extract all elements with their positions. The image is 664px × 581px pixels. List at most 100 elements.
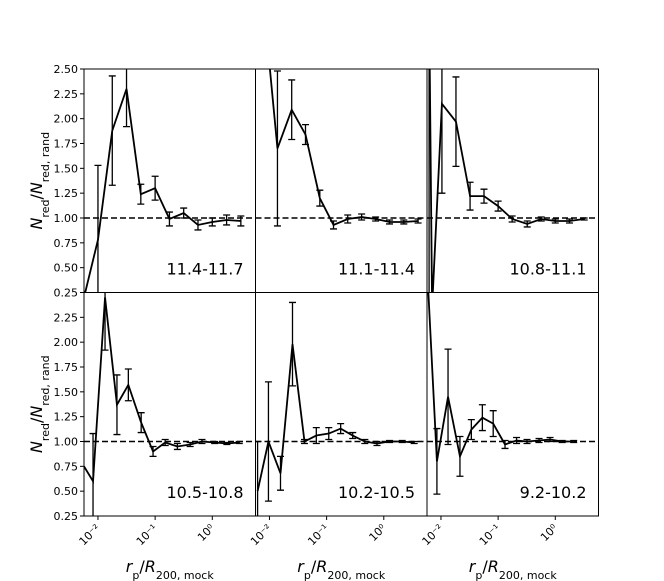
error-bar	[452, 76, 460, 167]
error-bar	[264, 381, 272, 502]
x-tick-label: 10⁻²	[248, 522, 274, 548]
error-bar	[289, 301, 297, 387]
error-bar	[386, 219, 394, 225]
error-bar	[223, 214, 231, 226]
y-tick-label: 1.25	[54, 187, 79, 200]
error-bar	[565, 218, 573, 224]
y-tick-label: 0.50	[54, 485, 79, 498]
error-bar	[223, 441, 231, 446]
axis-label-part: red	[39, 423, 52, 441]
error-bar	[414, 218, 422, 224]
error-bar	[467, 418, 475, 441]
y-tick-label: 1.50	[54, 386, 79, 399]
error-bar	[108, 75, 116, 186]
error-bar	[312, 426, 320, 445]
x-tick-label: 10⁰	[195, 521, 218, 544]
error-bar	[478, 404, 486, 432]
y-tick-label: 2.25	[54, 311, 79, 324]
y-tick-label: 1.00	[54, 436, 79, 449]
plot-area	[427, 69, 599, 293]
error-bar	[400, 219, 408, 225]
y-tick-label: 0.25	[54, 287, 79, 300]
error-bar	[428, 69, 430, 293]
plot-area	[84, 292, 256, 516]
axis-label: rp/R200, mock	[469, 557, 558, 581]
panel-frame	[426, 292, 599, 517]
error-bar	[466, 181, 474, 211]
error-bar	[94, 164, 102, 293]
error-bar	[535, 437, 543, 444]
error-bar	[386, 439, 394, 444]
plot-area	[427, 292, 599, 495]
error-bar	[537, 216, 545, 222]
error-bar	[165, 211, 173, 227]
data-line	[84, 88, 241, 293]
y-tick-label: 1.75	[54, 138, 79, 151]
error-bar	[373, 440, 381, 447]
error-bar	[237, 215, 245, 227]
error-bar	[198, 438, 206, 445]
error-bar	[523, 438, 531, 445]
error-bar	[361, 438, 369, 445]
error-bar	[300, 438, 308, 445]
error-bar	[123, 69, 131, 128]
error-bar	[551, 218, 559, 224]
plot-area	[84, 69, 256, 293]
axis-label-part: /	[139, 557, 145, 576]
error-bar	[186, 441, 194, 448]
error-bar	[255, 440, 262, 516]
error-bar	[372, 216, 380, 222]
axis-label-part: R	[316, 557, 327, 576]
error-bar	[161, 438, 169, 447]
y-tick-label: 2.00	[54, 113, 79, 126]
error-bar	[149, 445, 157, 458]
y-tick-label: 0.75	[54, 237, 79, 250]
axis-label-part: red	[39, 200, 52, 218]
data-line	[427, 292, 574, 462]
error-bar	[180, 207, 188, 219]
y-tick-label: 1.50	[54, 162, 79, 175]
axis-label-part: /	[482, 557, 488, 576]
panel-annotation: 11.1-11.4	[338, 260, 415, 279]
axis-label-part: p	[132, 569, 139, 581]
error-bar	[410, 440, 418, 445]
data-line	[268, 69, 419, 227]
panel-annotation: 9.2-10.2	[520, 483, 587, 502]
data-line	[84, 297, 240, 485]
panel-annotation: 11.4-11.7	[166, 260, 243, 279]
panel-annotation: 10.2-10.5	[338, 483, 415, 502]
axis-label-part: /	[27, 194, 46, 200]
error-bar	[301, 123, 309, 146]
axis-label-part: red, rand	[39, 132, 52, 182]
axis-label-part: N	[27, 218, 46, 230]
axis-label-part: p	[475, 569, 482, 581]
y-tick-label: 0.75	[54, 460, 79, 473]
x-tick-label: 10⁻¹	[134, 522, 160, 548]
error-bar	[113, 374, 121, 436]
error-bar	[344, 214, 352, 224]
axis-label-part: N	[27, 406, 46, 418]
y-tick-label: 0.50	[54, 262, 79, 275]
axis-label: rp/R200, mock	[297, 557, 386, 581]
error-bar	[349, 431, 357, 440]
error-bar	[358, 213, 366, 221]
axis-label-part: R	[145, 557, 156, 576]
error-bar	[173, 442, 181, 451]
axis-label-part: /	[27, 417, 46, 423]
error-bar	[513, 436, 521, 445]
y-tick-label: 2.25	[54, 88, 79, 101]
error-bar	[546, 436, 554, 443]
error-bar	[480, 188, 488, 204]
error-bar	[273, 70, 281, 227]
axis-label-part: red, rand	[39, 355, 52, 405]
axis-label-part: r	[297, 557, 305, 576]
error-bar	[508, 215, 516, 223]
error-bar	[444, 348, 452, 446]
error-bar	[316, 189, 324, 207]
axis-label-part: /	[311, 557, 317, 576]
error-bar	[235, 440, 243, 445]
y-tick-label: 1.25	[54, 411, 79, 424]
error-bar	[570, 439, 578, 444]
x-tick-label: 10⁻¹	[477, 522, 503, 548]
